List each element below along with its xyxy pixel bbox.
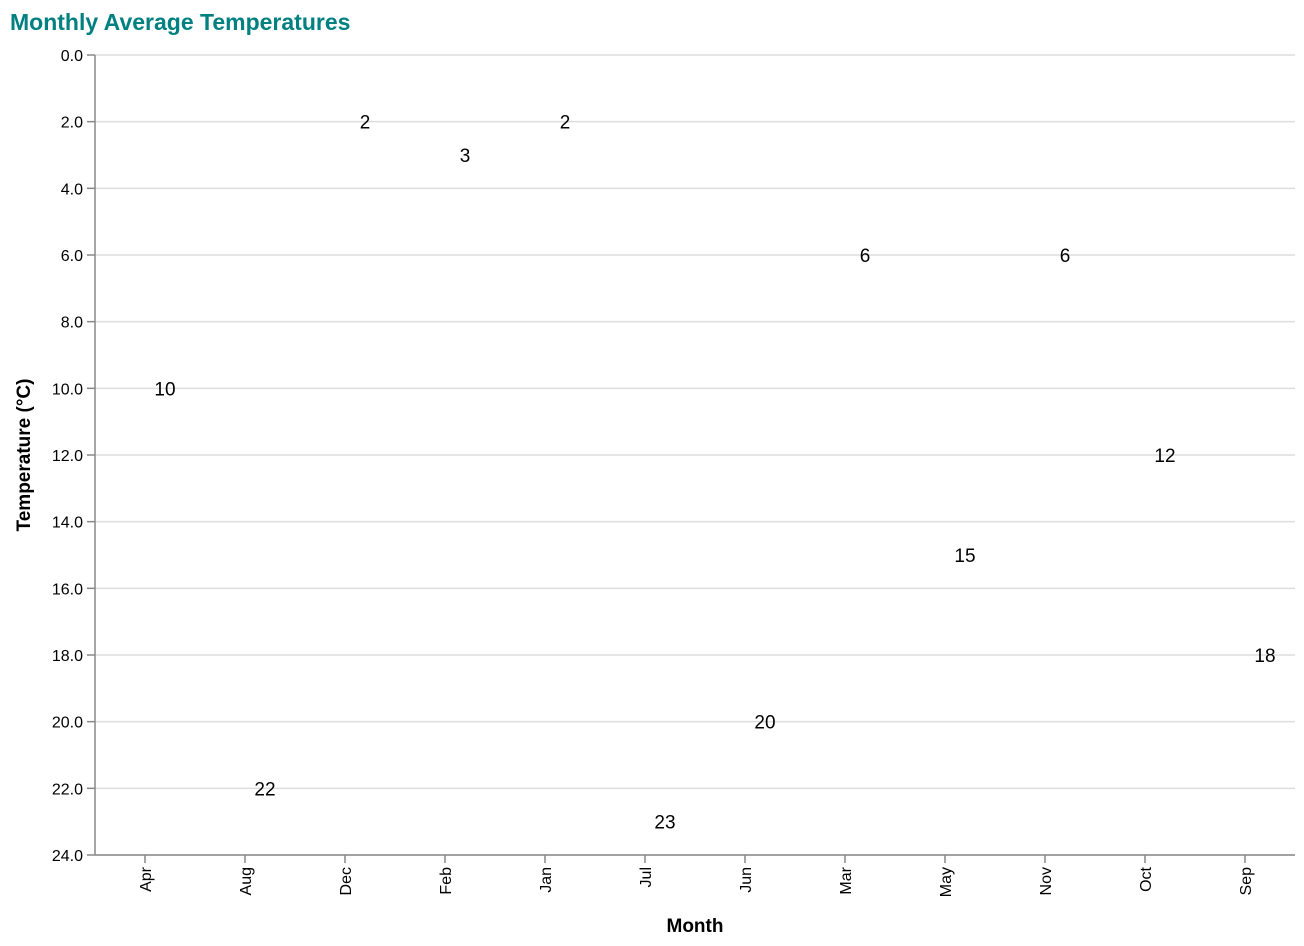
x-tick-label: Jun [738,867,755,893]
y-tick-label: 16.0 [52,581,83,598]
data-label-aug: 22 [254,779,275,800]
data-label-oct: 12 [1154,446,1175,467]
y-axis-title: Temperature (°C) [14,379,35,532]
y-tick-label: 20.0 [52,715,83,732]
x-tick-label: Dec [338,867,355,895]
y-tick-label: 22.0 [52,781,83,798]
data-label-sep: 18 [1254,646,1275,667]
data-label-may: 15 [954,546,975,567]
x-tick-label: Jan [538,867,555,893]
x-tick-label: Apr [138,866,155,892]
data-label-apr: 10 [154,379,175,400]
data-label-dec: 2 [360,113,371,134]
y-tick-label: 0.0 [61,48,83,65]
y-tick-label: 2.0 [61,115,83,132]
x-tick-label: Feb [438,867,455,895]
x-axis-title: Month [667,916,724,937]
y-tick-label: 4.0 [61,181,83,198]
x-tick-label: Sep [1238,867,1255,896]
x-tick-label: Oct [1138,866,1155,891]
y-tick-label: 12.0 [52,448,83,465]
y-tick-label: 6.0 [61,248,83,265]
data-label-mar: 6 [860,246,871,267]
y-axis: 0.0 2.0 4.0 6.0 8.0 10.0 12.0 14.0 16.0 18.0 20.0 2… [52,48,96,865]
y-tick-label: 24.0 [52,848,83,865]
x-tick-label: May [938,867,955,897]
data-label-nov: 6 [1060,246,1071,267]
data-label-feb: 3 [460,146,471,167]
data-label-jun: 20 [754,713,775,734]
y-gridlines [95,54,1295,856]
x-tick-label: Jul [638,867,655,887]
x-tick-label: Mar [838,866,855,894]
x-tick-label: Nov [1038,867,1055,895]
x-tick-label: Aug [238,867,255,895]
data-label-jul: 23 [654,813,675,834]
x-axis: Apr Aug Dec Feb Jan Jul Jun Mar May Nov Oct Sep [95,854,1295,897]
chart-title: Monthly Average Temperatures [10,9,350,35]
y-tick-label: 14.0 [52,515,83,532]
data-label-jan: 2 [560,113,571,134]
y-tick-label: 18.0 [52,648,83,665]
y-tick-label: 10.0 [52,381,83,398]
y-tick-label: 8.0 [61,315,83,332]
